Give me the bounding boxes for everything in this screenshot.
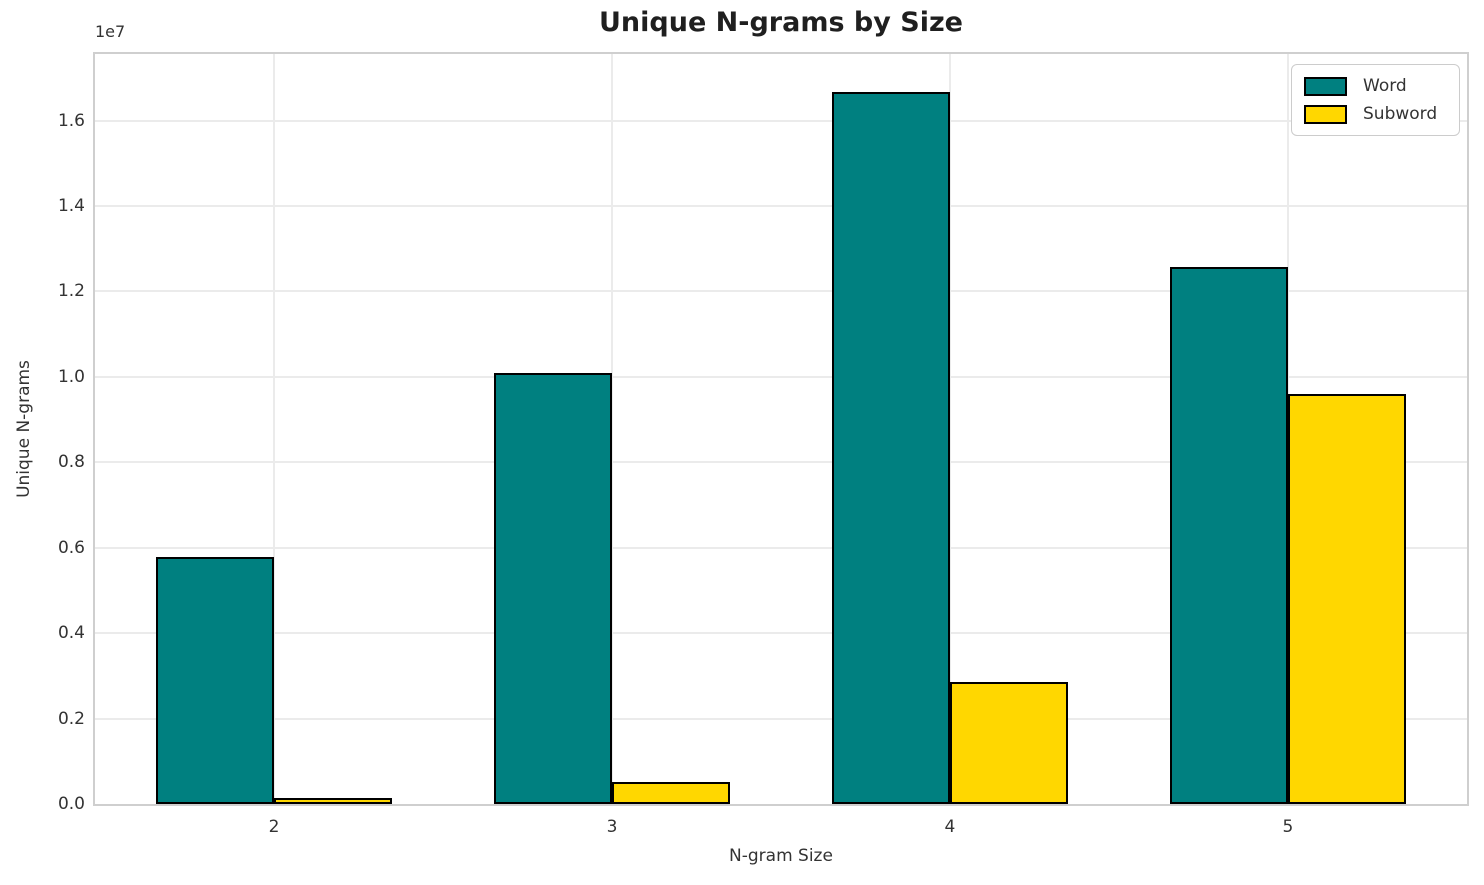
- x-tick-label: 4: [944, 817, 956, 837]
- gridline-horizontal: [95, 546, 1467, 549]
- bar-subword-2: [274, 798, 393, 804]
- y-tick-label: 0.2: [57, 708, 85, 729]
- gridline-vertical: [948, 54, 951, 804]
- word-series-swatch: [1304, 76, 1347, 96]
- bar-subword-3: [612, 781, 731, 804]
- legend-label-word: Word: [1363, 76, 1407, 96]
- y-tick-label: 0.0: [57, 794, 85, 814]
- gridline-vertical: [273, 54, 276, 804]
- gridline-horizontal: [95, 461, 1467, 464]
- gridline-vertical: [611, 54, 614, 804]
- legend-item-subword: Subword: [1304, 103, 1447, 125]
- bar-word-4: [831, 91, 950, 804]
- y-tick-label: 0.8: [57, 452, 85, 473]
- y-tick-label: 1.4: [57, 196, 85, 217]
- gridline-horizontal: [95, 119, 1467, 122]
- subword-series-swatch: [1304, 104, 1347, 124]
- gridline-horizontal: [95, 717, 1467, 720]
- y-tick-label: 0.6: [57, 537, 85, 558]
- legend: Word Subword: [1291, 64, 1460, 136]
- y-tick-label: 1.2: [57, 281, 85, 302]
- gridline-horizontal: [95, 632, 1467, 635]
- gridline-horizontal: [95, 375, 1467, 378]
- bar-subword-5: [1287, 393, 1407, 804]
- legend-label-subword: Subword: [1363, 104, 1438, 124]
- y-tick-label: 1.6: [57, 110, 85, 131]
- bar-word-3: [493, 372, 613, 804]
- x-tick-label: 2: [268, 817, 280, 837]
- chart-title: Unique N-grams by Size: [599, 7, 963, 38]
- bar-word-5: [1169, 266, 1288, 804]
- x-tick-label: 3: [606, 817, 618, 837]
- bar-word-2: [155, 557, 275, 804]
- y-tick-label: 0.4: [57, 623, 85, 644]
- x-tick-label: 5: [1282, 817, 1294, 837]
- y-axis-offset-label: 1e7: [95, 22, 126, 41]
- gridline-horizontal: [95, 205, 1467, 208]
- y-tick-label: 1.0: [57, 366, 85, 387]
- plot-area: [93, 52, 1469, 806]
- legend-item-word: Word: [1304, 75, 1447, 97]
- gridline-horizontal: [95, 290, 1467, 293]
- bar-subword-4: [949, 682, 1069, 804]
- x-axis-label: N-gram Size: [729, 846, 833, 866]
